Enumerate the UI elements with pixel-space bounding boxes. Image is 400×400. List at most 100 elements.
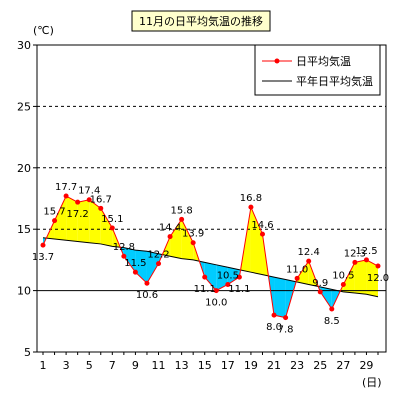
legend-box — [254, 44, 381, 96]
data-label: 8.5 — [324, 316, 340, 327]
grid-layer — [37, 105, 386, 292]
data-label: 10.0 — [205, 298, 227, 309]
fill-below-segment — [204, 262, 217, 291]
data-point — [236, 274, 242, 280]
data-label: 12.2 — [147, 250, 169, 261]
legend-label-daily: 日平均気温 — [296, 54, 351, 68]
x-tick-label: 17 — [221, 359, 235, 372]
data-label: 16.7 — [90, 194, 112, 205]
x-tick-label: 21 — [267, 359, 281, 372]
data-label: 12.4 — [298, 247, 320, 258]
data-label: 11.1 — [228, 284, 250, 295]
y-tick-label: 5 — [24, 346, 31, 359]
y-axis-label: (℃) — [33, 24, 54, 37]
data-label: 11.5 — [124, 258, 146, 269]
data-point — [340, 281, 346, 287]
data-point — [156, 261, 162, 267]
fill-above-segment — [250, 207, 263, 275]
y-tick-label: 10 — [17, 285, 31, 298]
fill-above-segment — [366, 259, 378, 297]
legend: 日平均気温 平年日平均気温 — [254, 44, 381, 96]
data-label: 15.8 — [170, 205, 192, 216]
data-label: 17.7 — [55, 182, 77, 193]
data-label: 10.5 — [217, 270, 239, 281]
y-tick-label: 25 — [17, 100, 31, 113]
data-point — [248, 204, 254, 210]
fill-above-segment — [66, 196, 78, 242]
data-label: 8.0 — [266, 322, 282, 333]
fill-above-segment — [54, 196, 67, 241]
data-point — [121, 253, 127, 259]
data-point — [179, 216, 185, 222]
plot-frame — [36, 44, 387, 353]
data-label: 11.1 — [194, 284, 216, 295]
fill-below-segment — [320, 286, 332, 310]
data-point — [202, 274, 208, 280]
data-point — [225, 281, 231, 287]
data-point — [132, 269, 138, 275]
data-point — [109, 225, 115, 231]
x-tick-label: 11 — [152, 359, 166, 372]
data-point — [271, 312, 277, 318]
series-line-normal — [42, 237, 379, 298]
data-label: 15.1 — [101, 214, 123, 225]
fill-above-segment — [170, 219, 182, 259]
fill-above-segment — [181, 219, 194, 260]
data-point — [190, 240, 196, 246]
x-tick-label: 9 — [132, 359, 139, 372]
x-tick-label: 13 — [175, 359, 189, 372]
data-label: 13.7 — [32, 252, 54, 263]
fill-above-segment — [89, 199, 101, 244]
data-label: 17.4 — [78, 186, 100, 197]
data-label: 14.4 — [159, 223, 181, 234]
data-label: 14.6 — [251, 220, 273, 231]
data-label: 15.7 — [43, 207, 65, 218]
fill-below-segment — [123, 247, 136, 273]
fill-below-segment — [216, 264, 228, 291]
chart-title: 11月の日平均気温の推移 — [139, 14, 263, 28]
x-tick-label: 7 — [109, 359, 116, 372]
series-layer — [40, 193, 381, 321]
fill-above-segment — [100, 208, 113, 247]
data-label: 12.3 — [344, 248, 366, 259]
data-label: 12.8 — [113, 242, 135, 253]
data-label: 10.5 — [332, 270, 354, 281]
fill-below-segment — [227, 267, 240, 285]
fill-above-segment — [354, 259, 367, 295]
data-label: 11.0 — [286, 264, 308, 275]
x-tick-label: 15 — [198, 359, 212, 372]
data-point — [375, 263, 381, 269]
x-tick-label: 3 — [63, 359, 70, 372]
data-point — [52, 218, 58, 224]
data-point — [86, 197, 92, 203]
data-point — [40, 242, 46, 248]
data-label: 12.0 — [367, 273, 389, 284]
title-box — [131, 10, 271, 32]
data-point — [75, 199, 81, 205]
data-point — [259, 231, 265, 237]
data-point — [144, 280, 150, 286]
data-label: 12.5 — [355, 246, 377, 257]
x-axis-label: (日) — [362, 376, 382, 389]
data-point — [294, 275, 300, 281]
fill-below-segment — [146, 251, 159, 284]
x-tick-label: 1 — [40, 359, 47, 372]
fill-above-segment — [343, 262, 355, 294]
data-point — [329, 306, 335, 312]
data-label: 9.9 — [312, 278, 328, 289]
legend-marker-daily — [274, 58, 280, 64]
data-label: 17.2 — [67, 209, 89, 220]
legend-label-normal: 平年日平均気温 — [296, 74, 373, 88]
x-tick-label: 25 — [313, 359, 327, 372]
data-point — [98, 205, 104, 211]
x-tick-label: 23 — [290, 359, 304, 372]
data-point — [63, 193, 69, 199]
data-point — [363, 257, 369, 263]
data-label: 7.8 — [278, 325, 294, 336]
x-tick-label: 5 — [86, 359, 93, 372]
x-tick-label: 27 — [336, 359, 350, 372]
x-tick-label: 29 — [359, 359, 373, 372]
